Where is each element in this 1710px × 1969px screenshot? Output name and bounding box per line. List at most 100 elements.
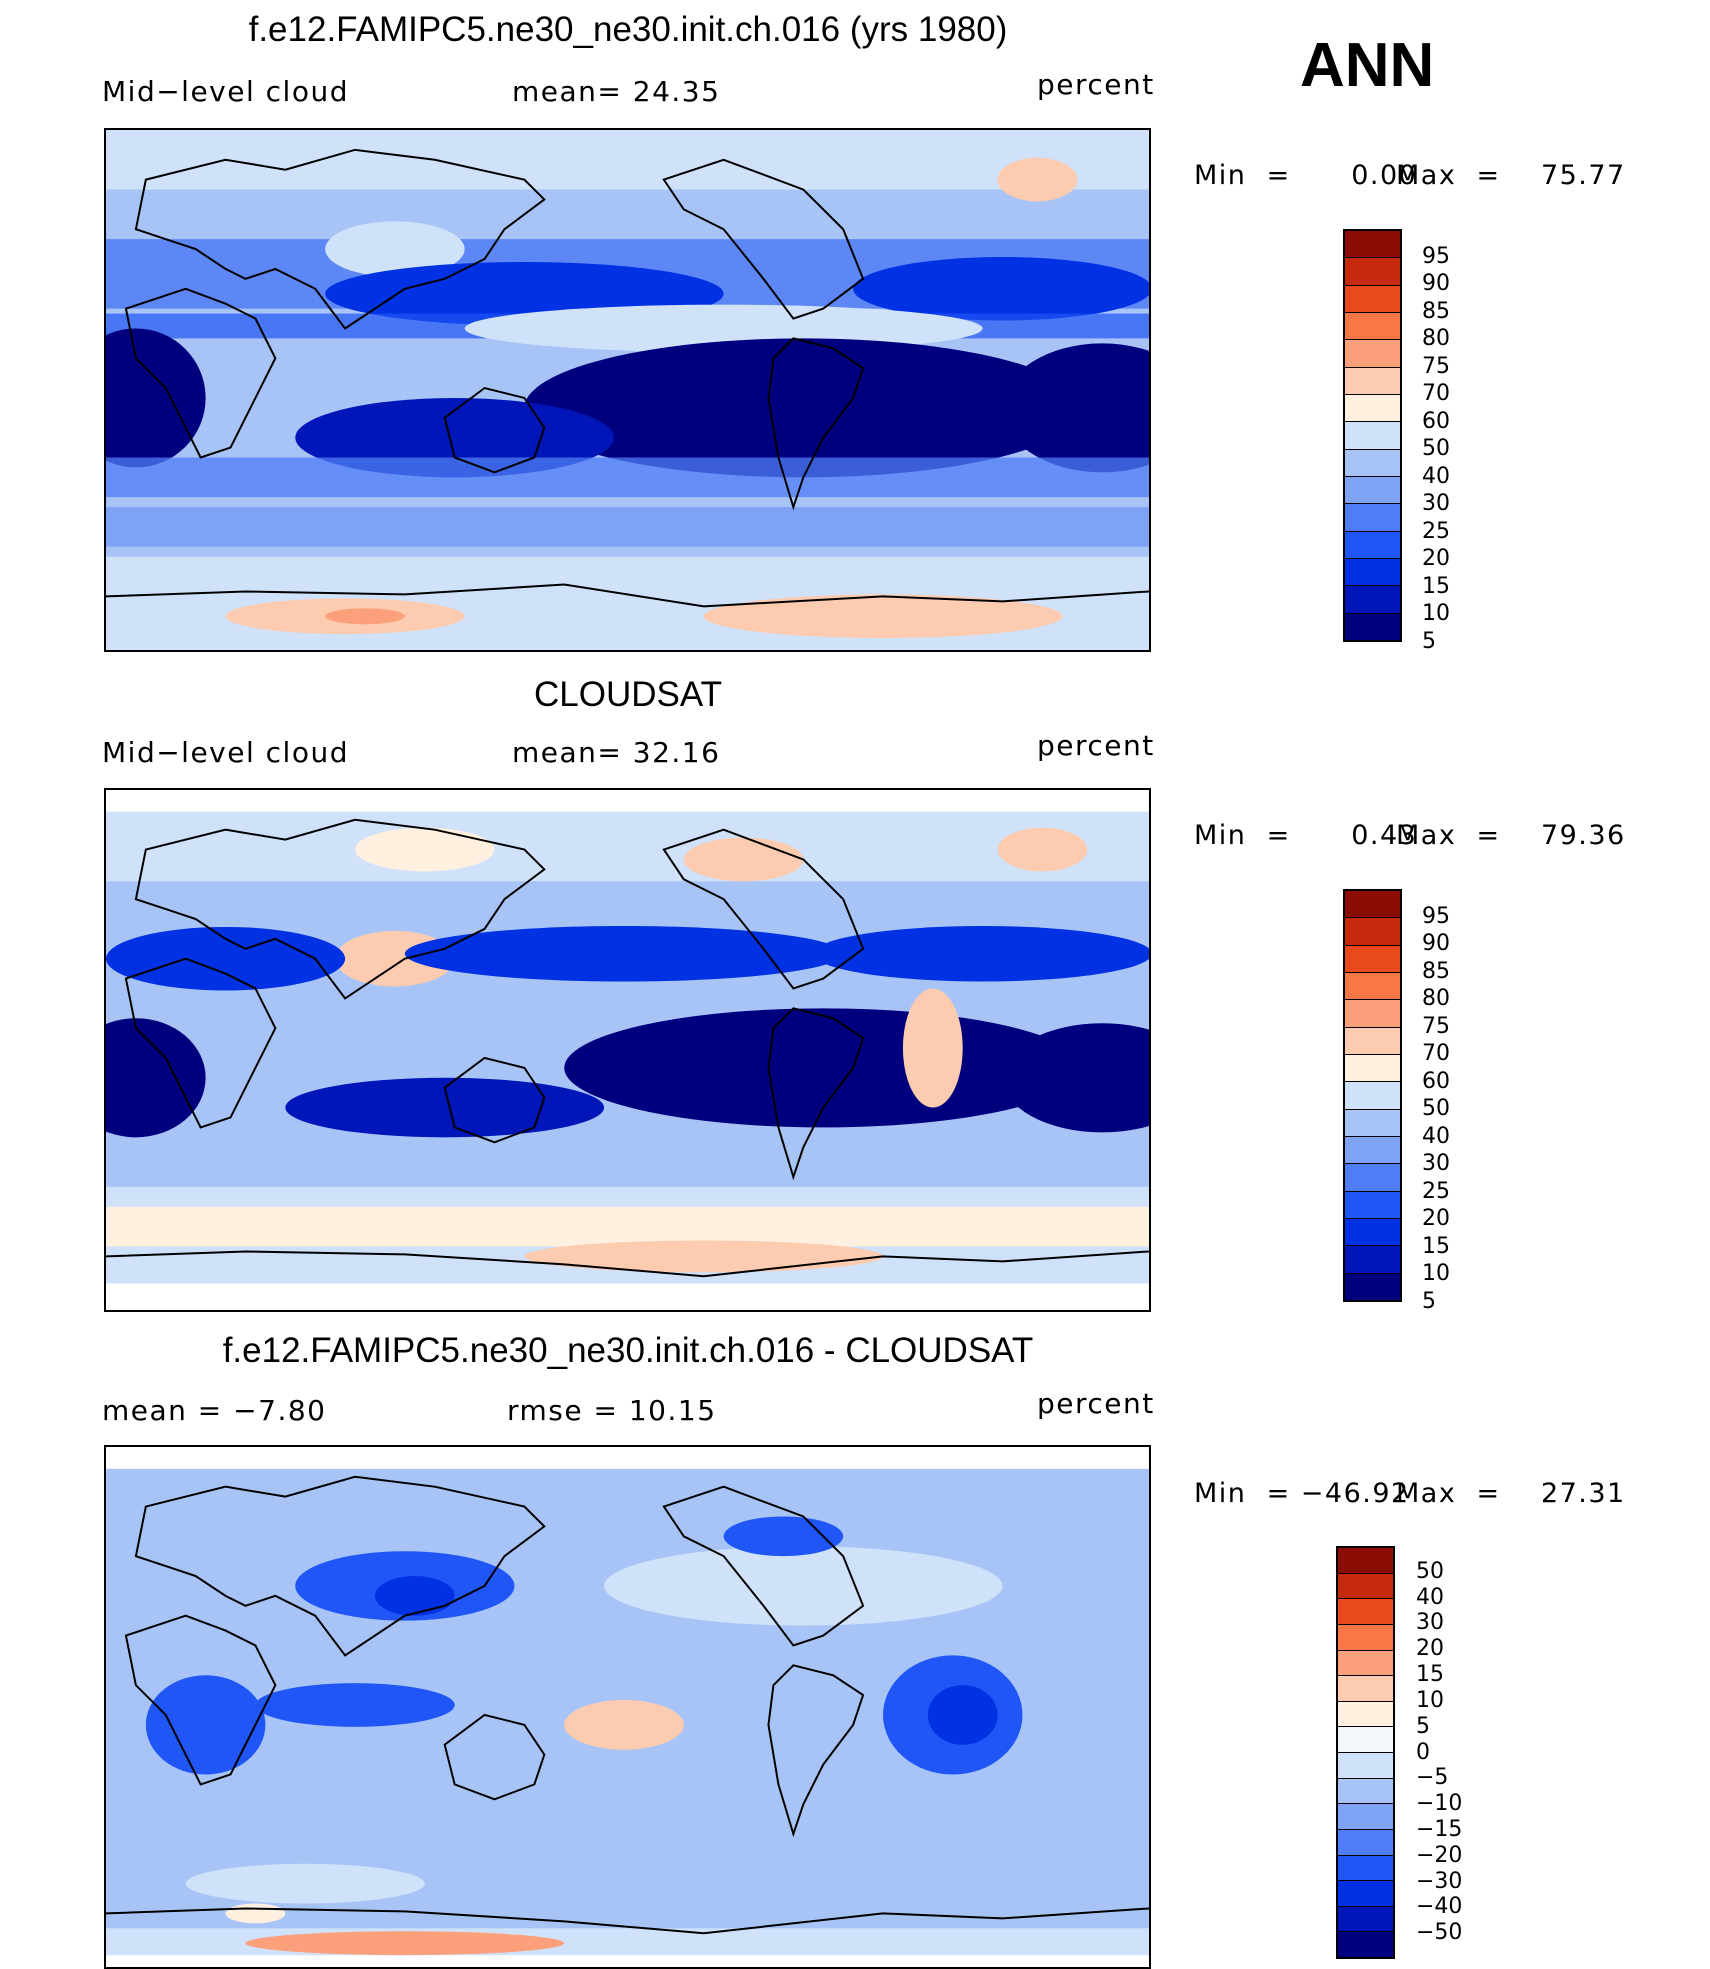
panel2-coast-namerica xyxy=(662,828,865,990)
panel2-med-band xyxy=(106,926,346,991)
panel2-colorbar-swatch xyxy=(1345,1164,1400,1192)
panel3-map-svg xyxy=(106,1447,1149,1967)
panel2-colorbar-level-label: 20 xyxy=(1422,1206,1450,1232)
panel2-alaska-high xyxy=(683,837,804,882)
panel2-antarctic-band xyxy=(106,1206,1149,1247)
panel1-map xyxy=(104,128,1151,652)
panel3-colorbar-level-label: 40 xyxy=(1416,1584,1444,1610)
panel2-coast-eurasia xyxy=(134,818,546,1000)
panel2-colorbar xyxy=(1343,889,1402,1302)
panel3-colorbar-level-label: −40 xyxy=(1416,1894,1463,1920)
panel2-title: CLOUDSAT xyxy=(534,675,722,714)
panel2-max-label: Max = 79.36 xyxy=(1396,820,1626,851)
panel2-colorbar-level-label: 10 xyxy=(1422,1261,1450,1287)
panel3-indian-neg xyxy=(255,1683,455,1727)
panel2-se-atlantic-e xyxy=(1002,1023,1149,1133)
panel1-colorbar-level-label: 20 xyxy=(1422,546,1450,572)
panel1-se-atlantic-w xyxy=(106,328,206,468)
panel1-colorbar xyxy=(1343,229,1402,642)
panel1-left-label: Mid−level cloud xyxy=(102,75,349,108)
panel1-map-svg xyxy=(106,130,1149,650)
panel1-se-atlantic-e xyxy=(1002,343,1149,473)
panel3-max-label: Max = 27.31 xyxy=(1396,1478,1626,1509)
panel2-colorbar-level-label: 25 xyxy=(1422,1178,1450,1204)
panel3-colorbar-level-label: −50 xyxy=(1416,1920,1463,1946)
panel3-colorbar-swatch xyxy=(1338,1906,1393,1933)
panel3-colorbar-swatch xyxy=(1338,1932,1393,1957)
panel2-colorbar-swatch xyxy=(1345,1191,1400,1219)
panel3-colorbar-level-label: 20 xyxy=(1416,1636,1444,1662)
panel1-sub-antarctic xyxy=(106,507,1149,547)
panel1-colorbar-level-label: 90 xyxy=(1422,271,1450,297)
panel1-colorbar-level-label: 50 xyxy=(1422,436,1450,462)
panel3-colorbar-swatch xyxy=(1338,1650,1393,1677)
panel1-coast-africa xyxy=(124,287,277,459)
panel3-coast-africa xyxy=(124,1614,277,1786)
panel3-colorbar-swatch xyxy=(1338,1829,1393,1856)
panel3-antarctic-pos-2 xyxy=(225,1903,286,1924)
panel3-coast-antarctica xyxy=(106,1907,1149,1935)
panel2-colorbar-level-label: 70 xyxy=(1422,1041,1450,1067)
panel1-colorbar-level-label: 80 xyxy=(1422,326,1450,352)
panel2-colorbar-level-label: 5 xyxy=(1422,1289,1436,1314)
panel2-colorbar-level-label: 30 xyxy=(1422,1151,1450,1177)
panel2-arctic-band xyxy=(106,811,1149,882)
panel1-colorbar-level-label: 85 xyxy=(1422,298,1450,324)
panel1-colorbar-swatch xyxy=(1345,340,1400,368)
panel1-arctic-band xyxy=(106,130,1149,190)
panel1-min-label: Min = 0.00 xyxy=(1194,160,1418,191)
panel2-colorbar-swatch xyxy=(1345,1054,1400,1083)
panel1-antarctic-high-2 xyxy=(703,594,1063,639)
panel3-colorbar-swatch xyxy=(1338,1573,1393,1600)
panel1-se-pacific xyxy=(524,338,1083,478)
panel1-greenland-high xyxy=(997,157,1078,202)
panel1-colorbar-level-label: 75 xyxy=(1422,353,1450,379)
panel2-colorbar-swatch xyxy=(1345,972,1400,1001)
panel2-colorbar-swatch xyxy=(1345,1082,1400,1110)
panel3-colorbar-level-label: −10 xyxy=(1416,1791,1463,1817)
panel3-pacific-pos xyxy=(564,1700,684,1750)
panel3-colorbar xyxy=(1336,1546,1395,1959)
panel3-so-pale xyxy=(185,1863,425,1904)
panel3-rmse-label: rmse = 10.15 xyxy=(507,1394,717,1427)
panel2-pacific-band xyxy=(404,925,844,982)
panel3-colorbar-swatch xyxy=(1338,1599,1393,1625)
panel2-coast-australia xyxy=(443,1056,546,1144)
panel3-coastlines xyxy=(106,1475,1149,1935)
panel3-title: f.e12.FAMIPC5.ne30_ne30.init.ch.016 - CL… xyxy=(222,1331,1034,1370)
panel1-colorbar-level-label: 15 xyxy=(1422,573,1450,599)
panel1-units-label: percent xyxy=(1037,68,1155,101)
panel2-colorbar-level-label: 60 xyxy=(1422,1068,1450,1094)
panel2-colorbar-swatch xyxy=(1345,1218,1400,1247)
panel3-colorbar-swatch xyxy=(1338,1727,1393,1753)
panel1-colorbar-level-label: 60 xyxy=(1422,408,1450,434)
panel1-coastlines xyxy=(106,148,1149,608)
panel3-map xyxy=(104,1445,1151,1969)
panel2-colorbar-swatch xyxy=(1345,891,1400,919)
panel1-colorbar-swatch xyxy=(1345,231,1400,259)
panel1-coast-namerica xyxy=(662,158,865,320)
panel2-colorbar-level-label: 90 xyxy=(1422,931,1450,957)
panel3-africa-neg xyxy=(145,1675,266,1775)
panel1-coast-australia xyxy=(443,386,546,474)
panel2-coast-africa xyxy=(124,957,277,1129)
panel1-colorbar-swatch xyxy=(1345,394,1400,423)
panel1-atlantic-band xyxy=(853,257,1149,321)
panel2-atlantic-band xyxy=(813,925,1149,982)
panel3-colorbar-level-label: −20 xyxy=(1416,1842,1463,1868)
panel3-amazon-core xyxy=(927,1685,998,1745)
panel1-colorbar-swatch xyxy=(1345,531,1400,559)
panel3-colorbar-swatch xyxy=(1338,1548,1393,1574)
panel1-colorbar-swatch xyxy=(1345,476,1400,505)
panel1-colorbar-level-label: 30 xyxy=(1422,491,1450,517)
panel3-coast-eurasia xyxy=(134,1475,546,1657)
panel2-colorbar-level-label: 75 xyxy=(1422,1013,1450,1039)
panel1-colorbar-swatch xyxy=(1345,367,1400,395)
panel3-colorbar-swatch xyxy=(1338,1881,1393,1907)
panel1-colorbar-swatch xyxy=(1345,558,1400,587)
panel1-colorbar-swatch xyxy=(1345,449,1400,477)
panel3-colorbar-swatch xyxy=(1338,1676,1393,1702)
panel3-colorbar-swatch xyxy=(1338,1753,1393,1779)
panel3-colorbar-swatch xyxy=(1338,1701,1393,1728)
panel2-colorbar-level-label: 15 xyxy=(1422,1233,1450,1259)
